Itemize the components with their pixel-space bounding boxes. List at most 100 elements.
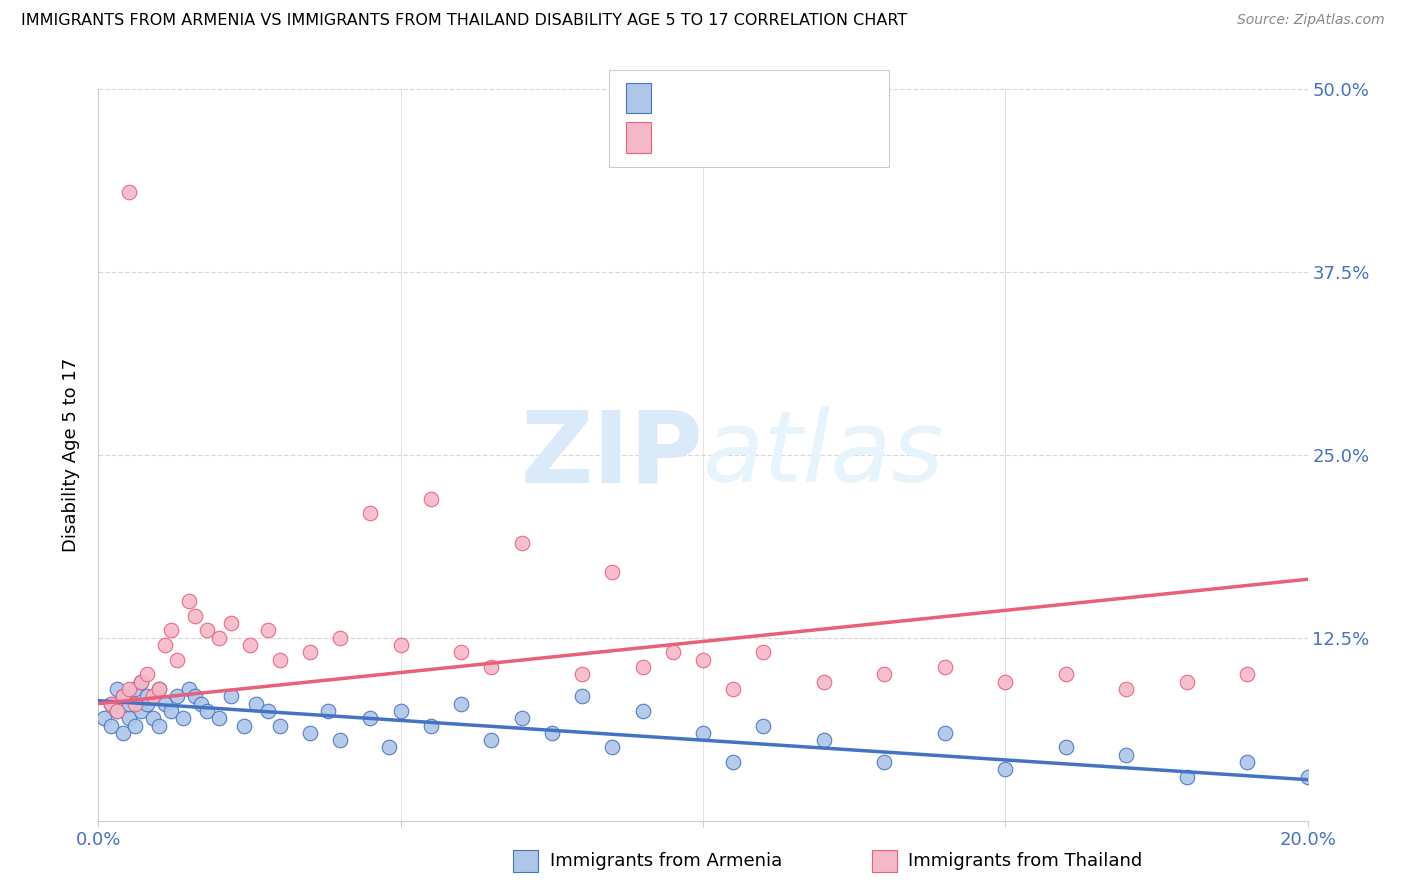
Point [184, 608, 207, 623]
Point [299, 726, 322, 740]
Point [148, 681, 170, 696]
Point [179, 681, 201, 696]
Point [118, 711, 141, 725]
Point [160, 624, 183, 638]
Point [1054, 667, 1077, 681]
Point [105, 704, 128, 718]
Point [994, 763, 1017, 777]
Point [329, 733, 352, 747]
Text: Source: ZipAtlas.com: Source: ZipAtlas.com [1237, 13, 1385, 28]
Point [111, 726, 134, 740]
Point [316, 704, 339, 718]
Point [195, 704, 218, 718]
Point [813, 733, 835, 747]
Point [195, 624, 218, 638]
Point [299, 645, 322, 659]
Point [873, 667, 896, 681]
Point [142, 711, 165, 725]
Point [160, 704, 183, 718]
Point [100, 697, 122, 711]
Point [752, 718, 775, 732]
Point [221, 616, 243, 631]
Point [329, 631, 352, 645]
Text: ZIP: ZIP [520, 407, 703, 503]
Text: 44: 44 [828, 128, 853, 146]
Point [662, 645, 685, 659]
Point [129, 674, 152, 689]
Point [692, 653, 714, 667]
Point [153, 638, 176, 652]
Point [1115, 681, 1137, 696]
Point [129, 704, 152, 718]
Point [934, 726, 956, 740]
Point [420, 718, 443, 732]
Point [118, 697, 141, 711]
Point [124, 718, 146, 732]
Point [269, 653, 291, 667]
Y-axis label: Disability Age 5 to 17: Disability Age 5 to 17 [62, 358, 80, 552]
Point [118, 185, 141, 199]
Text: 0.216: 0.216 [704, 128, 773, 146]
Point [124, 697, 146, 711]
Point [208, 711, 231, 725]
Point [1175, 770, 1198, 784]
Point [602, 740, 624, 755]
Point [1236, 667, 1258, 681]
Point [873, 755, 896, 769]
Text: 58: 58 [828, 89, 853, 107]
Point [111, 690, 134, 704]
Point [135, 690, 157, 704]
Point [752, 645, 775, 659]
Point [100, 718, 122, 732]
Point [184, 690, 207, 704]
Text: R =: R = [662, 128, 702, 146]
Point [153, 697, 176, 711]
Point [420, 491, 443, 506]
Point [93, 711, 115, 725]
Point [994, 674, 1017, 689]
Point [166, 690, 188, 704]
Point [105, 704, 128, 718]
Point [100, 697, 122, 711]
Point [1236, 755, 1258, 769]
Point [256, 704, 278, 718]
Point [208, 631, 231, 645]
Text: atlas: atlas [703, 407, 945, 503]
Point [389, 638, 412, 652]
Point [450, 645, 472, 659]
Point [723, 681, 745, 696]
Point [631, 704, 654, 718]
Point [631, 660, 654, 674]
Point [510, 711, 533, 725]
Point [105, 681, 128, 696]
Point [221, 690, 243, 704]
Point [239, 638, 262, 652]
Point [571, 667, 593, 681]
Point [1296, 770, 1319, 784]
Point [540, 726, 562, 740]
Text: Immigrants from Thailand: Immigrants from Thailand [908, 852, 1143, 870]
Point [360, 711, 382, 725]
Point [389, 704, 412, 718]
Point [148, 681, 170, 696]
Point [450, 697, 472, 711]
Text: N =: N = [778, 89, 830, 107]
Point [135, 667, 157, 681]
Point [124, 681, 146, 696]
Point [1054, 740, 1077, 755]
Text: Immigrants from Armenia: Immigrants from Armenia [550, 852, 782, 870]
Point [166, 653, 188, 667]
Point [232, 718, 254, 732]
Point [118, 681, 141, 696]
Text: IMMIGRANTS FROM ARMENIA VS IMMIGRANTS FROM THAILAND DISABILITY AGE 5 TO 17 CORRE: IMMIGRANTS FROM ARMENIA VS IMMIGRANTS FR… [21, 13, 907, 29]
Point [129, 674, 152, 689]
Point [692, 726, 714, 740]
Point [1175, 674, 1198, 689]
Point [723, 755, 745, 769]
Point [135, 697, 157, 711]
Point [190, 697, 212, 711]
Text: R =: R = [662, 89, 702, 107]
Point [148, 718, 170, 732]
Text: N =: N = [778, 128, 830, 146]
Point [111, 690, 134, 704]
